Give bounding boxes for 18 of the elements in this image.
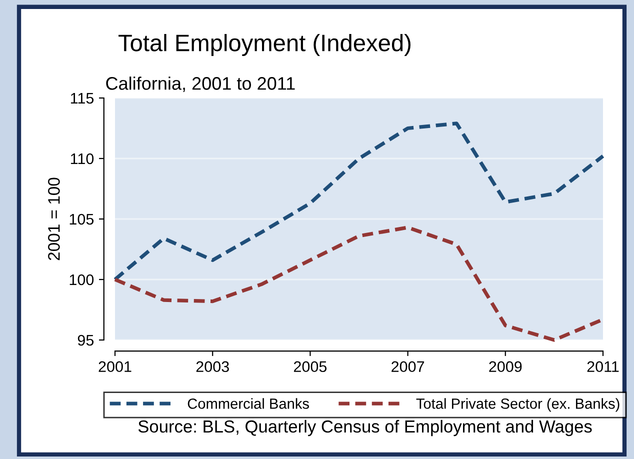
y-tick-label: 105 [70,214,94,225]
chart-subtitle: California, 2001 to 2011 [106,76,295,92]
x-tick-label: 2001 [98,361,132,372]
chart-title: Total Employment (Indexed) [118,34,410,56]
y-tick-label: 115 [70,93,94,104]
x-tick-label: 2009 [489,361,522,372]
line-series [113,122,605,282]
y-tick-label: 100 [70,274,94,286]
legend-label: Total Private Sector (ex. Banks) [416,398,620,412]
x-tick-label: 2007 [392,361,424,372]
x-tick-label: 2003 [196,361,229,372]
legend-label: Commercial Banks [188,398,309,409]
source-note: Source: BLS, Quarterly Census of Employment and Wages [138,420,592,436]
y-axis-title: 2001 = 100 [48,178,60,260]
x-tick-label: 2011 [587,361,619,372]
y-tick-label: 110 [70,153,94,164]
y-tick-label: 95 [78,334,94,346]
x-tick-label: 2005 [294,361,327,372]
